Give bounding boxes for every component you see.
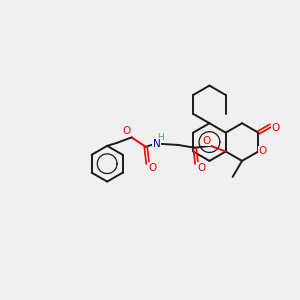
Text: H: H (158, 133, 164, 142)
Text: O: O (202, 136, 211, 146)
Text: O: O (197, 163, 206, 173)
Text: O: O (148, 163, 157, 173)
Text: N: N (153, 139, 161, 149)
Text: O: O (122, 126, 131, 136)
Text: O: O (258, 146, 266, 157)
Text: O: O (272, 123, 280, 133)
